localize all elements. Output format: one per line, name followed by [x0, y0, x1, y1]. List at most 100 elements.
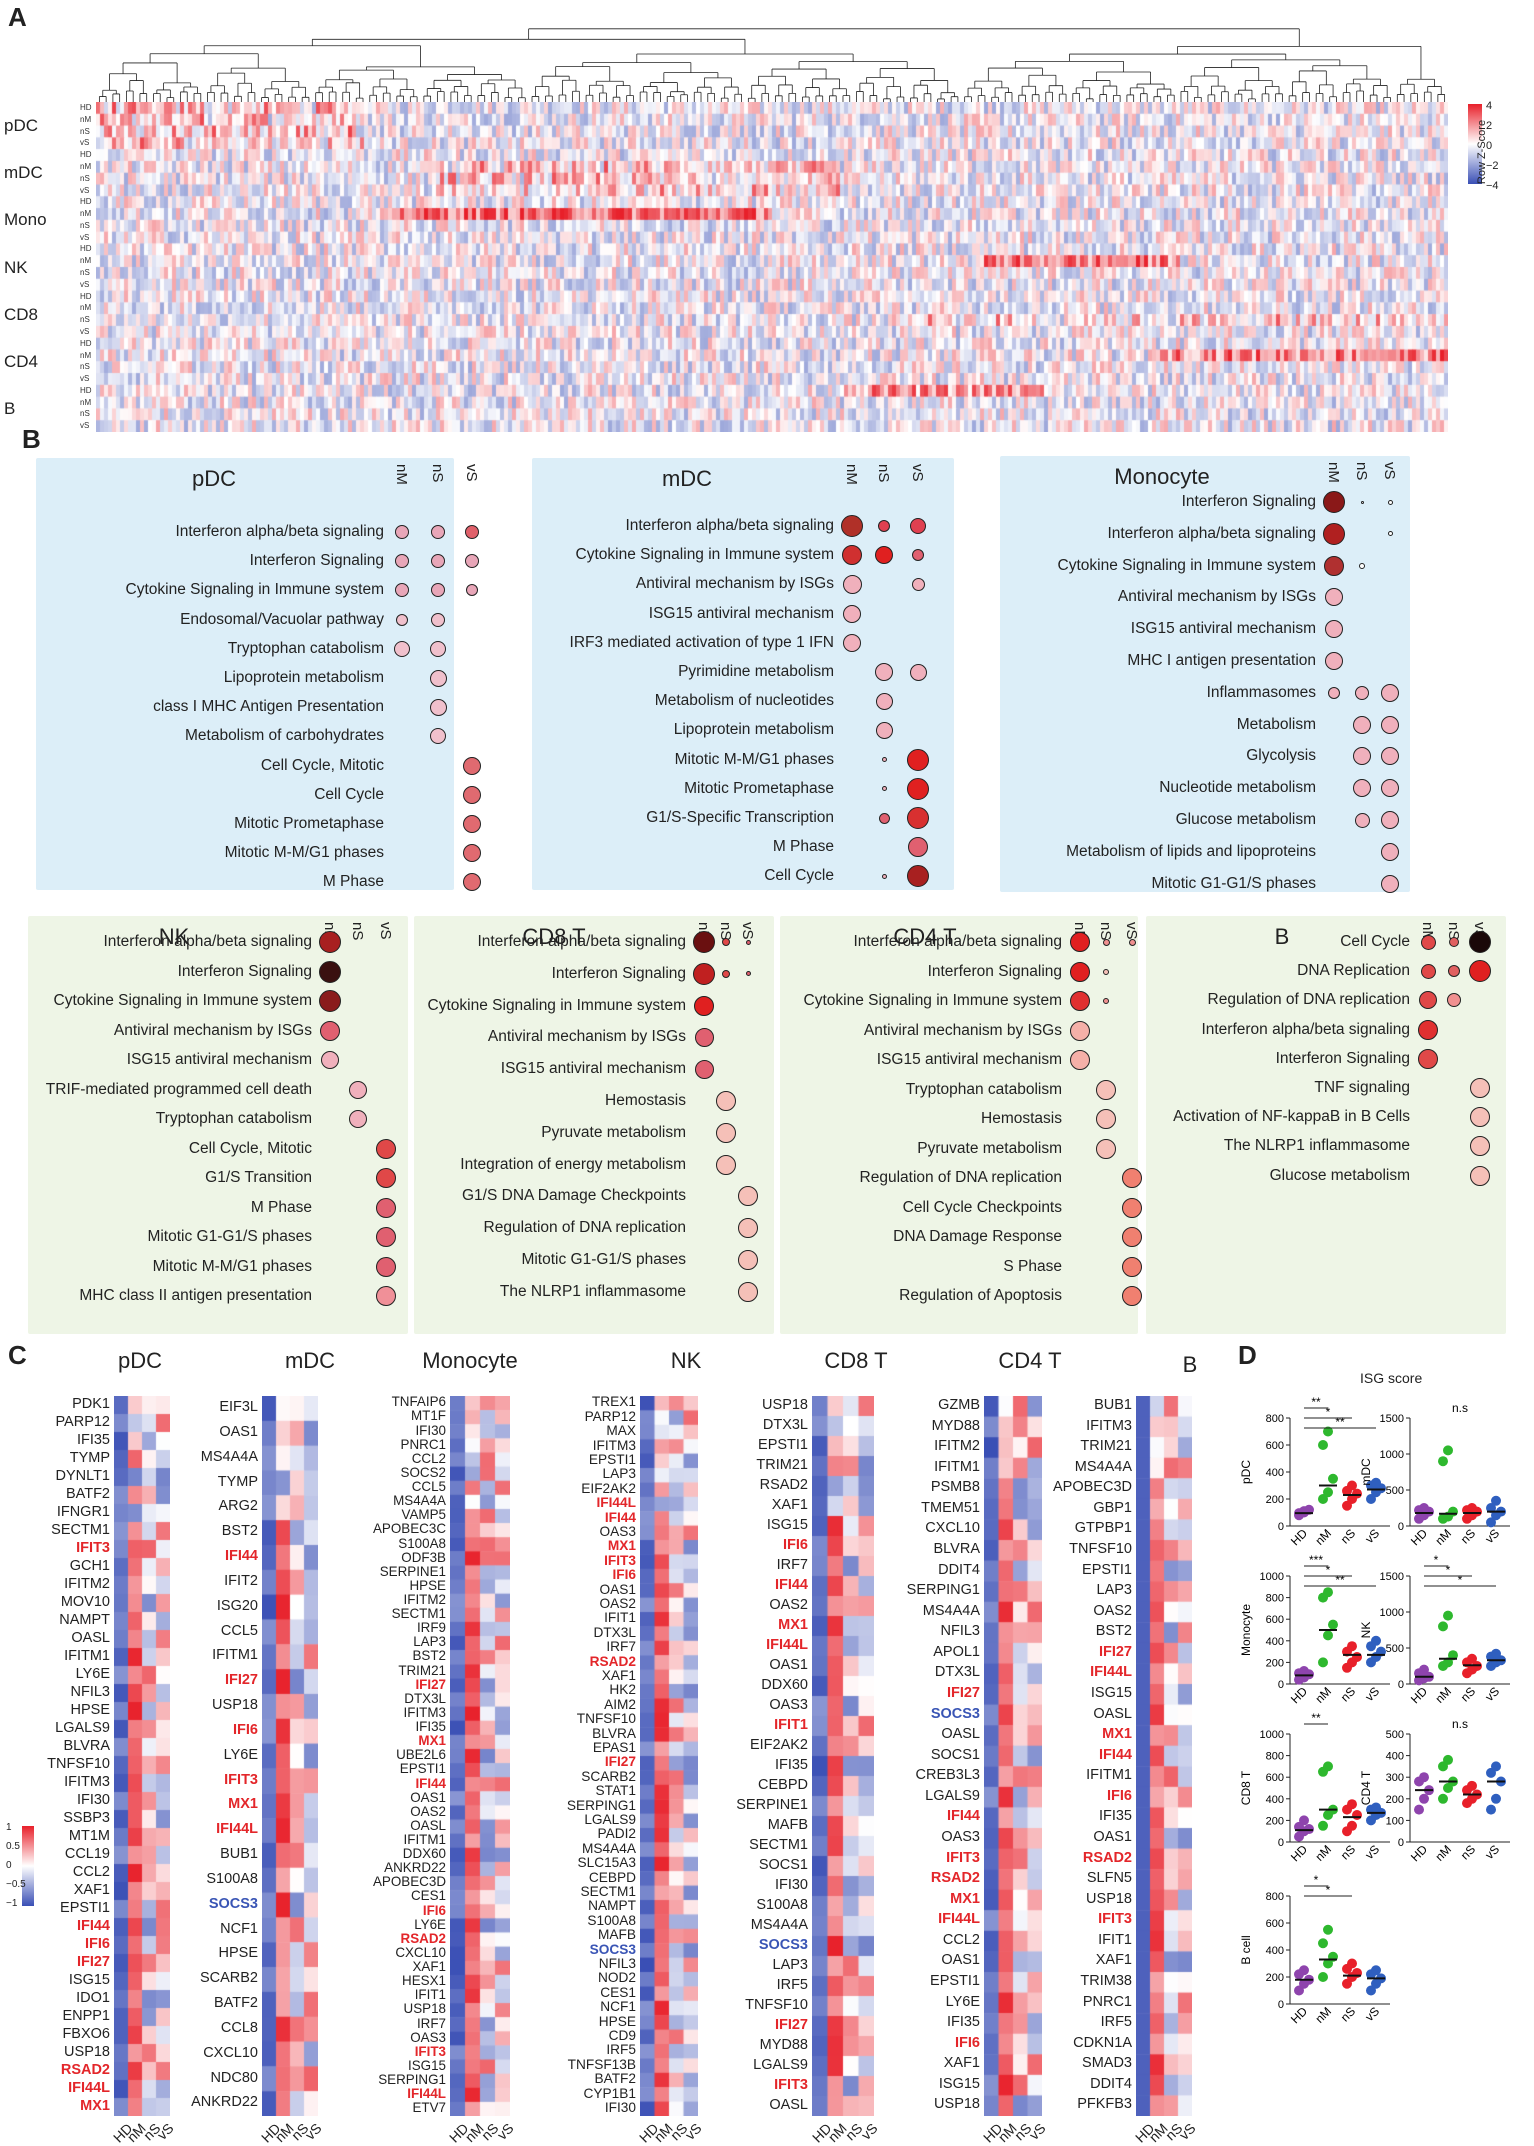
- gene-label: IFI27: [76, 1953, 110, 1970]
- pathway-term: The NLRP1 inflammasome: [499, 1282, 686, 1300]
- heatmap-cells: [984, 1396, 1042, 2116]
- heatmap-x-label: HD: [446, 2120, 472, 2146]
- pathway-term: Interferon Signaling: [927, 962, 1062, 980]
- data-point: [1328, 1804, 1338, 1815]
- y-tick-label: 600: [1266, 1440, 1284, 1452]
- pathway-term: Inflammasomes: [1206, 683, 1316, 701]
- gene-label: HK2: [609, 1682, 636, 1698]
- gene-label: OAS3: [410, 2029, 446, 2045]
- data-point: [1366, 1815, 1376, 1826]
- gene-label: IFITM1: [1086, 1767, 1132, 1784]
- data-point: [1414, 1675, 1424, 1686]
- row-sub-label: HD: [80, 338, 92, 348]
- gene-label: IRF7: [416, 2015, 446, 2031]
- pathway-term: Activation of NF-kappaB in B Cells: [1173, 1108, 1410, 1126]
- data-point: [1438, 1793, 1448, 1804]
- gene-label: TNFSF10: [47, 1755, 110, 1772]
- enrichment-dot: [716, 1154, 736, 1175]
- data-point: [1318, 1938, 1328, 1949]
- gene-label: BST2: [412, 1648, 446, 1664]
- enrichment-dot: [843, 633, 861, 652]
- data-point: [1438, 1621, 1448, 1632]
- gene-label: EIF3L: [219, 1399, 258, 1416]
- gene-label: CEBPD: [758, 1776, 808, 1793]
- data-point: [1486, 1804, 1496, 1815]
- pathway-term: ISG15 antiviral mechanism: [648, 604, 834, 622]
- enrichment-dot: [430, 640, 446, 657]
- enrichment-dot: [843, 604, 861, 623]
- gene-label: ISG15: [68, 1971, 110, 1988]
- y-tick-label: 200: [1266, 1494, 1284, 1506]
- enrichment-dot: [1122, 1227, 1142, 1247]
- gene-label: S100A8: [398, 1535, 446, 1551]
- gene-label: MX1: [228, 1796, 258, 1813]
- enrichment-dot: [1381, 683, 1399, 702]
- y-tick-label: 1000: [1380, 1449, 1404, 1461]
- zscore-legend-ticks: 4 2 0 −2 −4: [1486, 100, 1526, 192]
- gene-label: BLVRA: [592, 1725, 636, 1741]
- gene-label: IFI27: [946, 1685, 980, 1702]
- gene-label: MS4A4A: [200, 1448, 258, 1465]
- gene-label: IFI30: [604, 2099, 636, 2115]
- gene-label: PDK1: [72, 1395, 110, 1412]
- data-point: [1462, 1505, 1472, 1516]
- data-point: [1366, 1657, 1376, 1668]
- x-tick-label: nM: [1312, 1526, 1334, 1548]
- x-tick-label: nM: [1312, 1684, 1334, 1706]
- gene-label: NAMPT: [59, 1611, 110, 1628]
- gene-label: GCH1: [69, 1557, 110, 1574]
- pathway-term: Mitotic G1-G1/S phases: [147, 1228, 312, 1245]
- enrichment-column-label: nS: [349, 922, 366, 941]
- data-point: [1462, 1513, 1472, 1524]
- enrichment-column-label: vS: [377, 922, 394, 940]
- gene-label: IFI35: [1098, 1808, 1132, 1825]
- gene-label: MS4A4A: [1074, 1458, 1132, 1475]
- enrichment-dot: [1470, 1078, 1490, 1098]
- pathway-term: M Phase: [772, 838, 834, 856]
- row-sub-label: nS: [80, 409, 90, 419]
- x-tick-label: vS: [1362, 2004, 1382, 2024]
- enrichment-column-label: vS: [463, 464, 480, 482]
- gene-label: IFITM1: [403, 1832, 446, 1847]
- heatmap-x-label: vS: [493, 2120, 517, 2143]
- data-point: [1304, 1669, 1314, 1680]
- data-point: [1448, 1776, 1458, 1787]
- gene-label: IFIT1: [774, 1716, 808, 1733]
- isg-scatter-plot: 0 200 400 600 800 B cell HD nM nS vS * *: [1239, 1873, 1390, 2026]
- pathway-term: Cell Cycle: [314, 785, 384, 803]
- pathway-term: Lipoprotein metabolism: [223, 669, 384, 686]
- gene-label: TREX1: [591, 1394, 636, 1410]
- data-point: [1328, 1619, 1338, 1630]
- enrichment-dot: [745, 939, 751, 945]
- gene-label: CCL2: [411, 1450, 446, 1466]
- gene-label: SOCS2: [400, 1464, 446, 1480]
- pathway-term: M Phase: [322, 873, 384, 891]
- y-tick-label: 400: [1266, 1945, 1284, 1957]
- pathway-term: Cell Cycle: [764, 867, 834, 885]
- pathway-term: Cell Cycle: [1340, 933, 1410, 950]
- gene-label: MS4A4A: [393, 1493, 446, 1509]
- enrichment-dot: [395, 554, 409, 569]
- gene-label: IFIT3: [76, 1539, 110, 1556]
- gene-label: IFI6: [85, 1935, 110, 1952]
- gene-label: IFITM3: [64, 1773, 110, 1790]
- gene-label: TRIM21: [1080, 1438, 1132, 1455]
- enrichment-column-label: vS: [909, 464, 926, 482]
- y-tick-label: 0: [1398, 1837, 1404, 1849]
- enrichment-dot: [1323, 522, 1345, 545]
- gene-label: APOL1: [933, 1643, 980, 1660]
- gene-label: IFI27: [224, 1672, 258, 1689]
- enrichment-dot: [1122, 1256, 1142, 1277]
- data-point: [1299, 1507, 1309, 1518]
- gene-label: NDC80: [210, 2069, 258, 2086]
- enrichment-dot: [1387, 531, 1393, 537]
- gene-label: MAX: [606, 1423, 636, 1439]
- enrichment-dot: [842, 545, 862, 566]
- data-point: [1347, 1799, 1357, 1810]
- heatmap-title: mDC: [284, 1348, 336, 1373]
- enrichment-dot: [738, 1250, 758, 1270]
- data-point: [1342, 1485, 1352, 1496]
- data-point: [1347, 1820, 1357, 1831]
- enrichment-box: NKnMnSvSInterferon alpha/beta signalingI…: [28, 916, 408, 1334]
- x-tick-label: nS: [1458, 1526, 1478, 1546]
